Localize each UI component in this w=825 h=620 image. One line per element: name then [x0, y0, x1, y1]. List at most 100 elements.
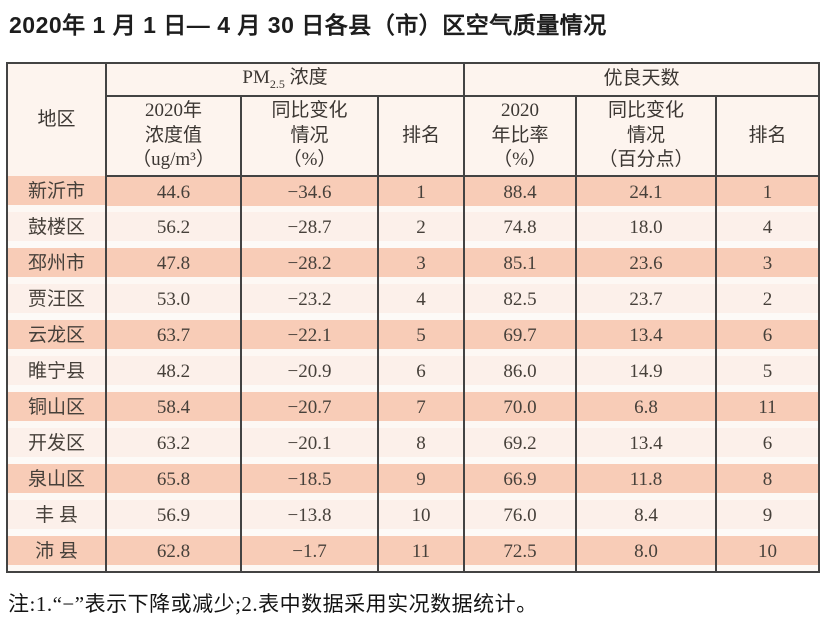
table-row: 沛 县 62.8 −1.7 11 72.5 8.0 10	[6, 536, 820, 572]
cell-pm-value: 63.2	[105, 428, 242, 464]
header-group-good-days: 优良天数	[463, 63, 820, 97]
cell-days-rank: 6	[715, 428, 820, 464]
cell-region: 睢宁县	[6, 356, 107, 392]
page-title: 2020年 1 月 1 日— 4 月 30 日各县（市）区空气质量情况	[9, 12, 607, 38]
cell-days-rate: 74.8	[463, 212, 577, 248]
cell-days-rate: 86.0	[463, 356, 577, 392]
table-body: 新沂市 44.6 −34.6 1 88.4 24.1 1 鼓楼区 56.2 −2…	[6, 176, 820, 572]
cell-pm-change: −23.2	[240, 284, 379, 320]
cell-days-change: 23.6	[575, 248, 717, 284]
cell-region: 丰 县	[6, 500, 107, 536]
pm25-label: PM	[242, 67, 270, 89]
cell-pm-change: −1.7	[240, 536, 379, 572]
table-row: 泉山区 65.8 −18.5 9 66.9 11.8 8	[6, 464, 820, 500]
cell-pm-change: −28.2	[240, 248, 379, 284]
table-row: 贾汪区 53.0 −23.2 4 82.5 23.7 2	[6, 284, 820, 320]
cell-days-change: 8.0	[575, 536, 717, 572]
cell-days-change: 11.8	[575, 464, 717, 500]
cell-days-rank: 1	[715, 176, 820, 212]
cell-pm-change: −13.8	[240, 500, 379, 536]
cell-pm-change: −28.7	[240, 212, 379, 248]
table-row: 云龙区 63.7 −22.1 5 69.7 13.4 6	[6, 320, 820, 356]
cell-days-rate: 82.5	[463, 284, 577, 320]
header-line: （%）	[493, 149, 547, 171]
cell-pm-value: 47.8	[105, 248, 242, 284]
cell-days-rate: 85.1	[463, 248, 577, 284]
cell-days-change: 23.7	[575, 284, 717, 320]
cell-days-change: 13.4	[575, 320, 717, 356]
cell-days-rank: 2	[715, 284, 820, 320]
cell-pm-change: −20.7	[240, 392, 379, 428]
header-group-pm25: PM2.5 浓度	[105, 63, 465, 97]
cell-days-rate: 69.2	[463, 428, 577, 464]
header-line: （ug/m³）	[132, 149, 215, 171]
cell-pm-value: 63.7	[105, 320, 242, 356]
cell-pm-value: 48.2	[105, 356, 242, 392]
sub-header-row: 2020年 浓度值 （ug/m³） 同比变化 情况 （%） 排名 2020 年比…	[7, 96, 820, 177]
header-pm-value: 2020年 浓度值 （ug/m³）	[105, 96, 242, 177]
cell-pm-value: 56.9	[105, 500, 242, 536]
cell-pm-rank: 8	[377, 428, 465, 464]
cell-pm-rank: 5	[377, 320, 465, 356]
cell-region: 鼓楼区	[6, 212, 107, 248]
header-line: 同比变化	[607, 99, 684, 121]
header-days-rank: 排名	[715, 96, 820, 177]
cell-pm-rank: 2	[377, 212, 465, 248]
group-header-row: 地区 PM2.5 浓度 优良天数	[6, 63, 820, 176]
cell-days-rank: 5	[715, 356, 820, 392]
cell-pm-rank: 7	[377, 392, 465, 428]
header-line: （百分点）	[598, 149, 694, 171]
cell-days-rank: 4	[715, 212, 820, 248]
header-line: （%）	[282, 149, 337, 171]
cell-days-rank: 6	[715, 320, 820, 356]
table-header: 地区 PM2.5 浓度 优良天数 2020年 浓度值 （ug/m³） 同比变化 …	[6, 63, 820, 177]
cell-days-rank: 10	[715, 536, 820, 572]
cell-days-rank: 8	[715, 464, 820, 500]
cell-days-rate: 76.0	[463, 500, 577, 536]
table-row: 新沂市 44.6 −34.6 1 88.4 24.1 1	[6, 176, 820, 212]
header-pm-rank: 排名	[377, 96, 465, 177]
cell-pm-value: 44.6	[105, 176, 242, 212]
footnote: 注:1.“−”表示下降或减少;2.表中数据采用实况数据统计。	[8, 592, 538, 616]
table-row: 开发区 63.2 −20.1 8 69.2 13.4 6	[6, 428, 820, 464]
cell-pm-rank: 1	[377, 176, 465, 212]
cell-days-rate: 66.9	[463, 464, 577, 500]
header-pm-change: 同比变化 情况 （%）	[240, 96, 379, 177]
header-line: 2020	[501, 99, 539, 121]
cell-pm-rank: 3	[377, 248, 465, 284]
cell-pm-rank: 11	[377, 536, 465, 572]
cell-pm-rank: 10	[377, 500, 465, 536]
cell-days-rank: 11	[715, 392, 820, 428]
cell-pm-value: 56.2	[105, 212, 242, 248]
cell-region: 贾汪区	[6, 284, 107, 320]
air-quality-table: 地区 PM2.5 浓度 优良天数 2020年 浓度值 （ug/m³） 同比变化 …	[6, 62, 820, 573]
cell-region: 云龙区	[6, 320, 107, 356]
cell-days-rate: 70.0	[463, 392, 577, 428]
cell-days-change: 8.4	[575, 500, 717, 536]
cell-pm-change: −18.5	[240, 464, 379, 500]
cell-days-rank: 9	[715, 500, 820, 536]
table-row: 邳州市 47.8 −28.2 3 85.1 23.6 3	[6, 248, 820, 284]
pm25-label-suffix: 浓度	[284, 67, 328, 89]
header-days-rate: 2020 年比率 （%）	[463, 96, 577, 177]
cell-days-rate: 88.4	[463, 176, 577, 212]
cell-pm-value: 65.8	[105, 464, 242, 500]
table-row: 鼓楼区 56.2 −28.7 2 74.8 18.0 4	[6, 212, 820, 248]
header-region: 地区	[6, 63, 107, 176]
cell-region: 开发区	[6, 428, 107, 464]
cell-region: 泉山区	[6, 464, 107, 500]
header-days-change: 同比变化 情况 （百分点）	[575, 96, 717, 177]
cell-region: 铜山区	[6, 392, 107, 428]
header-line: 年比率	[491, 124, 549, 146]
cell-pm-rank: 4	[377, 284, 465, 320]
header-line: 2020年	[144, 99, 202, 121]
cell-days-change: 14.9	[575, 356, 717, 392]
cell-pm-rank: 9	[377, 464, 465, 500]
cell-region: 新沂市	[6, 176, 107, 212]
cell-pm-value: 58.4	[105, 392, 242, 428]
cell-days-change: 24.1	[575, 176, 717, 212]
table-row: 铜山区 58.4 −20.7 7 70.0 6.8 11	[6, 392, 820, 428]
cell-days-rank: 3	[715, 248, 820, 284]
pm25-subscript: 2.5	[269, 77, 285, 92]
header-line: 浓度值	[144, 124, 202, 146]
